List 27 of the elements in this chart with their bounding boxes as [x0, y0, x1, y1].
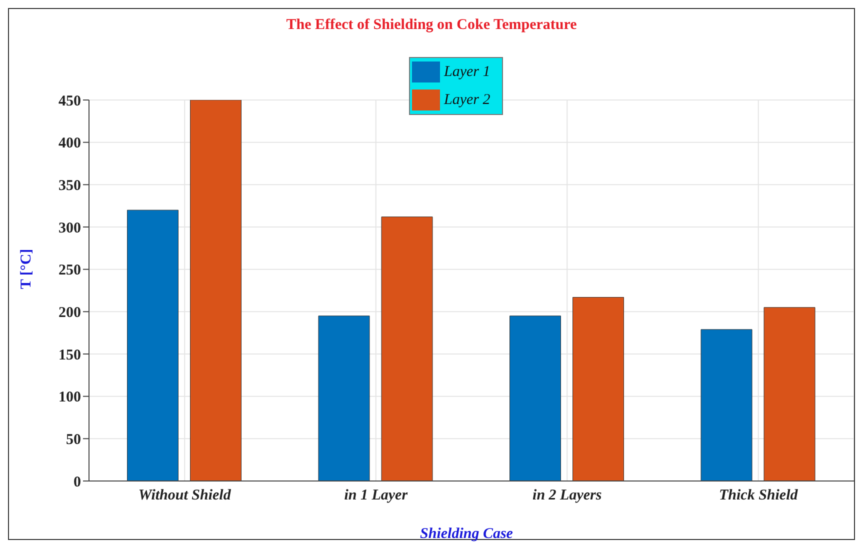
y-tick-label: 400	[58, 136, 81, 152]
bar	[764, 307, 816, 481]
x-tick-label: in 1 Layer	[344, 488, 408, 504]
y-tick-label: 200	[58, 304, 81, 321]
y-tick-label: 300	[58, 220, 81, 236]
x-tick-label: Without Shield	[138, 488, 232, 504]
y-tick-label: 350	[58, 178, 81, 194]
y-tick-label: 150	[58, 347, 81, 364]
bar	[127, 210, 178, 481]
chart-title: The Effect of Shielding on Coke Temperature	[285, 17, 578, 34]
y-tick-label: 250	[58, 262, 81, 279]
x-tick-label: Thick Shield	[718, 488, 798, 504]
bar	[318, 316, 370, 481]
legend-label: Layer 1	[444, 64, 490, 80]
y-tick-label: 100	[58, 390, 81, 406]
y-tick-label: 0	[74, 474, 81, 490]
y-axis-title: T [°C]	[18, 248, 36, 290]
x-axis-title: Shielding Case	[419, 526, 514, 543]
x-tick-label: in 2 Layers	[532, 488, 602, 504]
legend-label: Layer 2	[444, 92, 490, 108]
bar	[510, 316, 561, 481]
y-tick-label: 50	[66, 432, 81, 448]
bar	[572, 297, 624, 481]
bar	[381, 216, 433, 481]
y-tick-label: 450	[58, 93, 81, 110]
bar	[190, 100, 242, 481]
bar	[700, 329, 752, 481]
